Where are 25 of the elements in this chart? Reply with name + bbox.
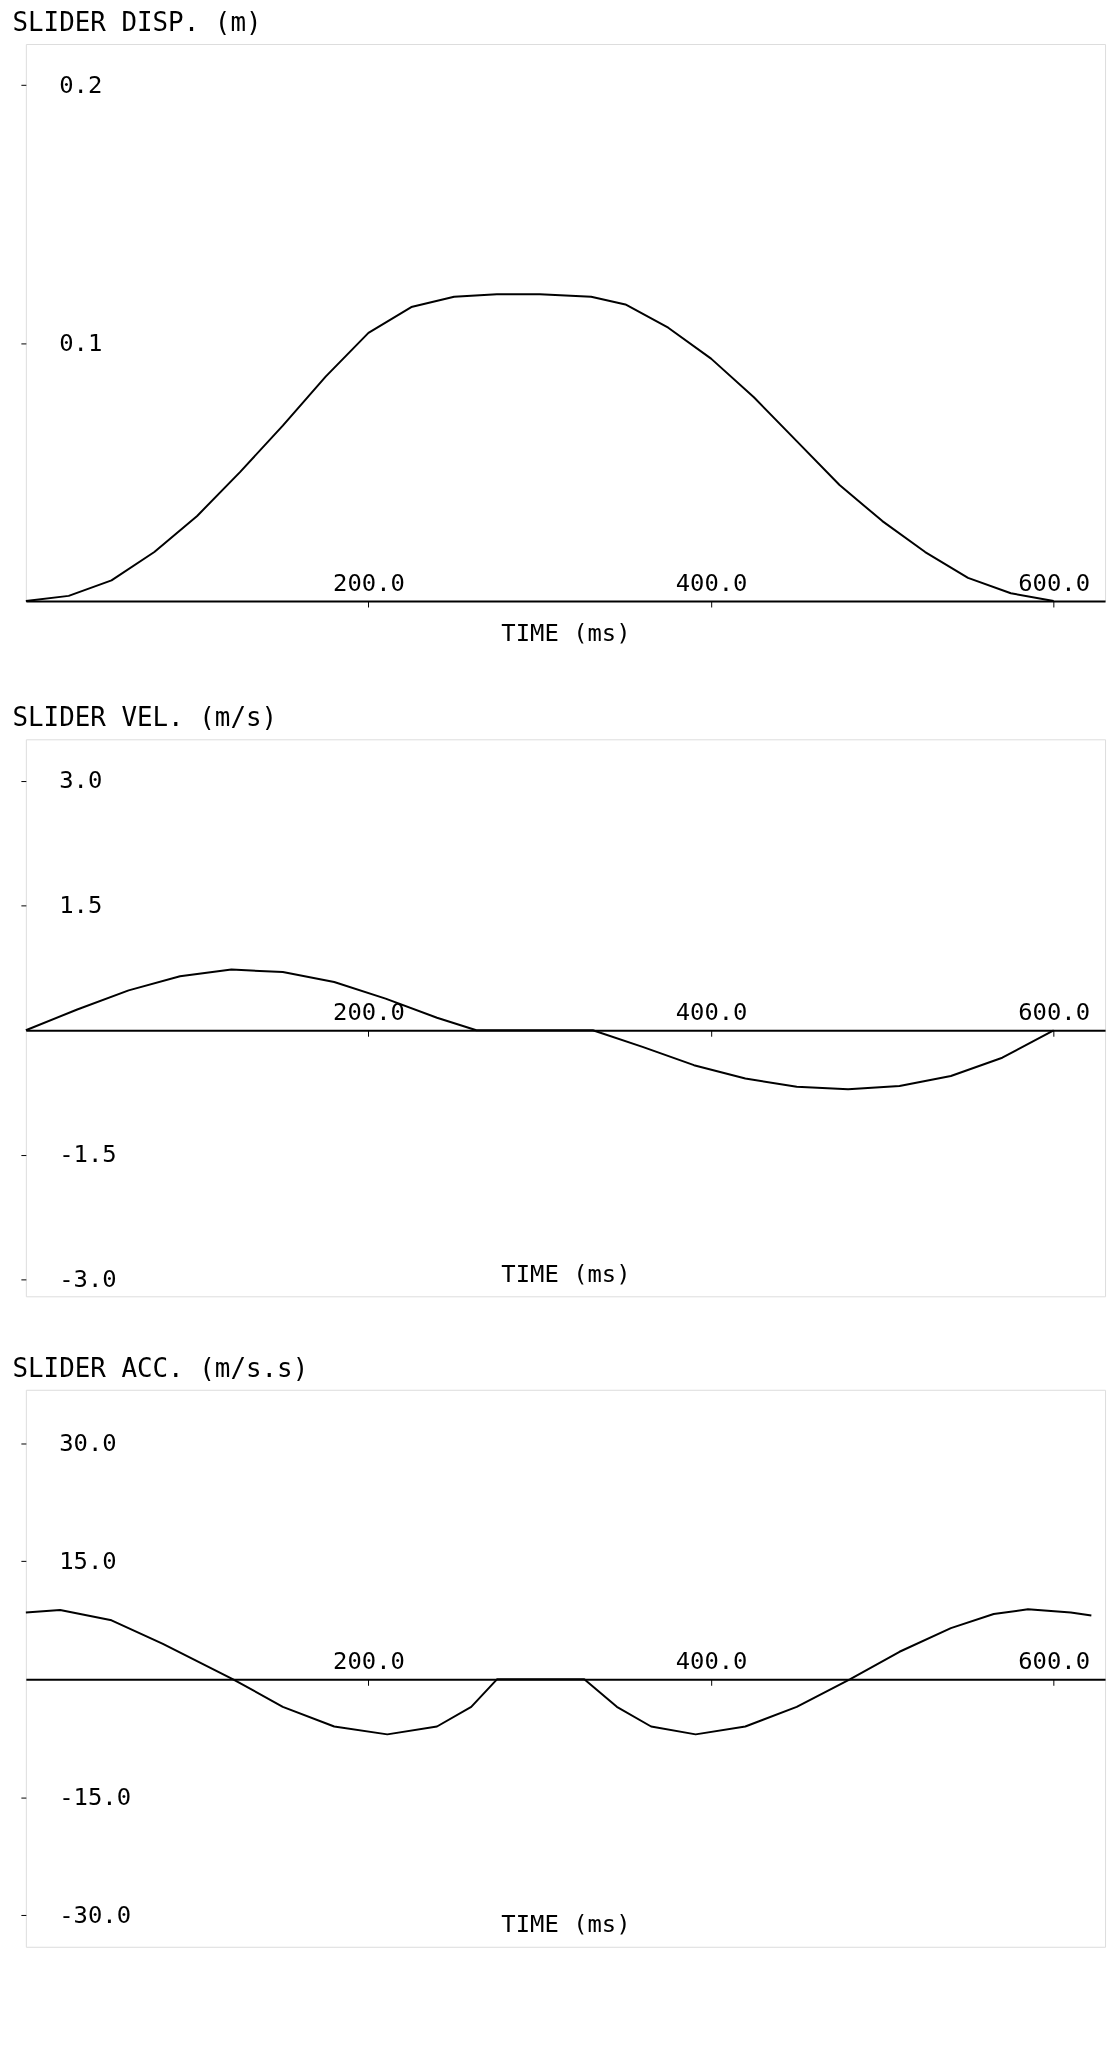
chart-title: SLIDER DISP. (m): [12, 7, 262, 38]
x-axis-title: TIME (ms): [501, 1910, 631, 1939]
y-tick-label: -15.0: [59, 1782, 132, 1811]
y-tick-label: 30.0: [59, 1428, 117, 1457]
y-tick-label: -1.5: [59, 1140, 117, 1169]
x-tick-label: 600.0: [1018, 997, 1091, 1026]
x-tick-label: 600.0: [1018, 1646, 1091, 1675]
x-tick-label: 200.0: [333, 997, 405, 1026]
x-axis-title: TIME (ms): [501, 1259, 631, 1288]
chart-title: SLIDER VEL. (m/s): [12, 702, 278, 733]
x-tick-label: 400.0: [675, 568, 748, 597]
x-tick-label: 400.0: [675, 997, 748, 1026]
y-tick-label: 15.0: [59, 1546, 117, 1575]
x-tick-label: 200.0: [333, 568, 405, 597]
y-tick-label: 3.0: [59, 766, 103, 795]
y-tick-label: -3.0: [59, 1265, 117, 1294]
x-axis-title: TIME (ms): [501, 619, 631, 648]
chart-title: SLIDER ACC. (m/s.s): [12, 1352, 309, 1383]
x-tick-label: 600.0: [1018, 568, 1091, 597]
y-tick-label: 0.1: [59, 328, 103, 357]
y-tick-label: 0.2: [59, 70, 103, 99]
x-tick-label: 400.0: [675, 1646, 748, 1675]
y-tick-label: -30.0: [59, 1900, 132, 1929]
y-tick-label: 1.5: [59, 891, 103, 920]
x-tick-label: 200.0: [333, 1646, 405, 1675]
